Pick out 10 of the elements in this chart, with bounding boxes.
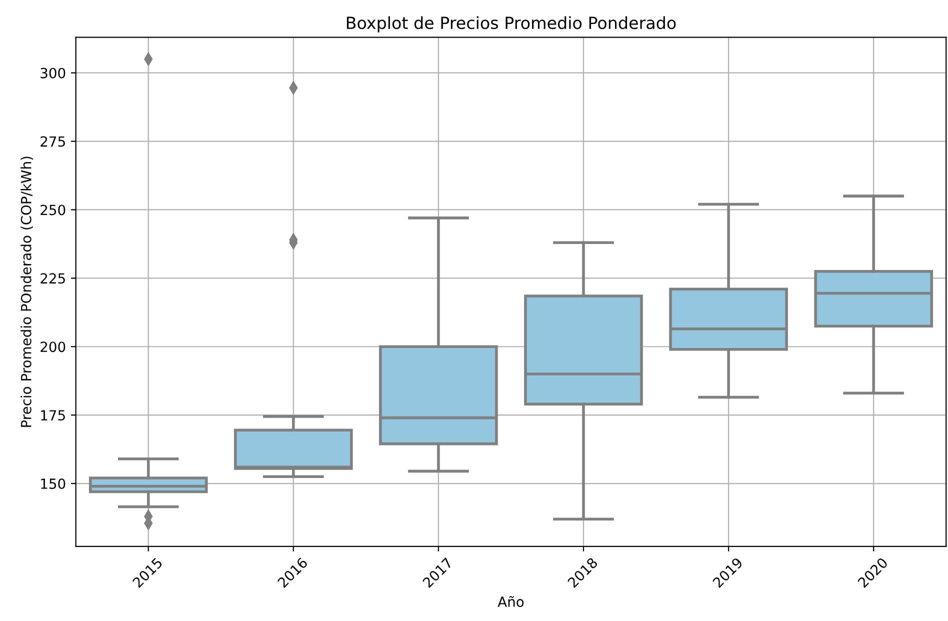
y-tick-label: 225 xyxy=(40,273,65,284)
y-tick-label: 175 xyxy=(41,410,65,421)
y-tick-label: 150 xyxy=(41,478,66,489)
y-tick-label: 275 xyxy=(40,136,65,147)
y-tick-label: 300 xyxy=(40,68,66,78)
y-tick-label: 250 xyxy=(40,204,66,216)
chart-title: Boxplot de Precios Promedio Ponderado xyxy=(346,16,676,32)
y-axis-title: Precio Promedio POnderado (COP/kWh) xyxy=(20,156,33,427)
y-tick-label: 200 xyxy=(40,342,66,352)
x-axis-title: Año xyxy=(498,596,524,608)
